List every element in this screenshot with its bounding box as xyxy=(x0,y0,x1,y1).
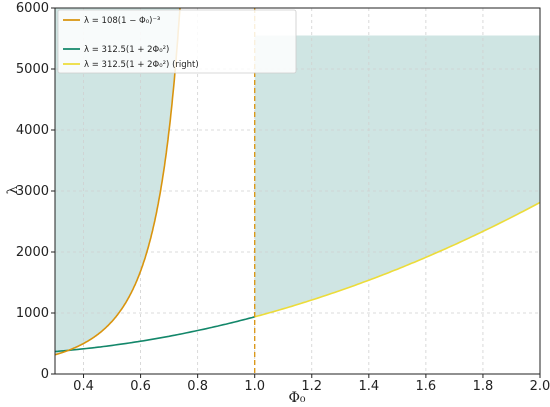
legend-label-green: λ = 312.5(1 + 2Φ₀²) xyxy=(84,45,169,55)
axis-ticks: 0.4 0.6 0.8 1.0 1.2 1.4 1.6 1.8 2.0 0 1000 2000 3000… xyxy=(16,1,550,394)
y-tick-label: 5000 xyxy=(16,62,49,77)
x-axis-label: Φ₀ xyxy=(288,390,305,406)
legend-label-orange: λ = 108(1 − Φ₀)⁻³ xyxy=(84,16,160,26)
x-tick-label: 1.8 xyxy=(473,379,494,394)
shaded-region-right xyxy=(254,35,540,317)
y-tick-label: 0 xyxy=(41,367,49,382)
y-tick-label: 1000 xyxy=(16,306,49,321)
x-tick-label: 1.0 xyxy=(244,379,265,394)
x-tick-label: 1.6 xyxy=(416,379,437,394)
y-axis-label: λ xyxy=(5,185,21,194)
x-tick-label: 1.4 xyxy=(358,379,379,394)
y-tick-label: 3000 xyxy=(16,184,49,199)
series-line-yellow xyxy=(254,201,541,318)
legend-label-yellow: λ = 312.5(1 + 2Φ₀²) (right) xyxy=(84,60,199,70)
x-tick-label: 0.6 xyxy=(130,379,151,394)
x-tick-label: 2.0 xyxy=(530,379,550,394)
legend-box xyxy=(57,9,297,74)
shaded-regions xyxy=(55,8,540,355)
shaded-region-left xyxy=(55,8,184,355)
y-tick-label: 6000 xyxy=(16,1,49,16)
y-tick-label: 2000 xyxy=(16,245,49,260)
x-tick-label: 1.2 xyxy=(301,379,322,394)
x-tick-label: 0.4 xyxy=(73,379,94,394)
series-line-orange xyxy=(54,7,181,356)
x-tick-label: 0.8 xyxy=(187,379,208,394)
legend: λ = 108(1 − Φ₀)⁻³ λ = 312.5(1 + 2Φ₀²) λ … xyxy=(57,9,297,74)
y-tick-label: 4000 xyxy=(16,123,49,138)
series-line-green xyxy=(54,316,255,353)
